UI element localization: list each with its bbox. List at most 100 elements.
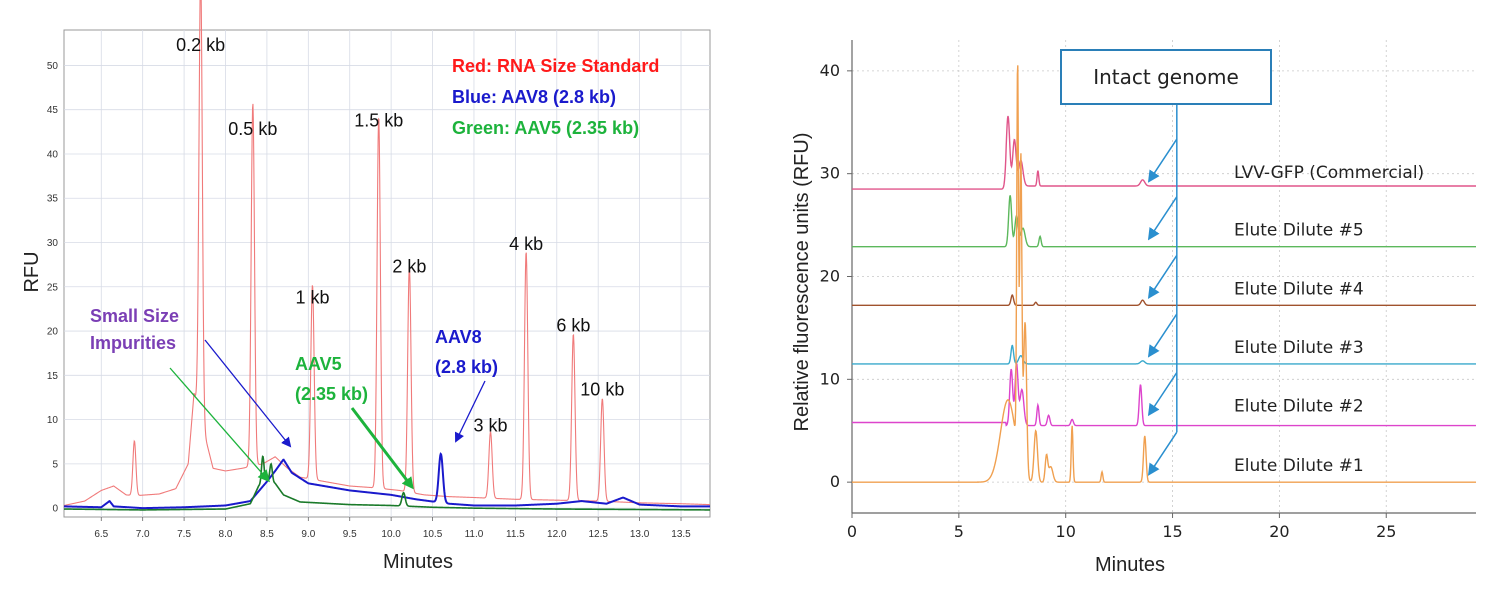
right-series-elute-dilute-2 xyxy=(852,362,1476,427)
trace-label: LVV-GFP (Commercial) xyxy=(1234,163,1424,183)
left-x-tick-label: 12.0 xyxy=(547,529,567,540)
left-x-tick-label: 10.5 xyxy=(423,529,443,540)
peak-label: 4 kb xyxy=(509,234,543,254)
annotation-small-size-line2: Impurities xyxy=(90,333,176,353)
right-series-elute-dilute-3 xyxy=(852,344,1476,365)
left-series-aav5 xyxy=(63,455,711,511)
right-series-elute-dilute-5 xyxy=(852,195,1476,248)
left-series-rna-size-standard xyxy=(63,0,711,507)
annotation-aav8-line1: AAV8 xyxy=(435,327,482,347)
left-series-aav8 xyxy=(63,452,710,510)
right-x-ticks: 0 5 10 15 20 25 xyxy=(847,513,1396,541)
left-x-tick-label: 10.0 xyxy=(381,529,401,540)
arrow-impurities-green xyxy=(169,367,270,483)
callout-arrow xyxy=(1147,372,1178,417)
callout-arrows xyxy=(1147,104,1178,476)
peak-label: 10 kb xyxy=(580,379,624,399)
intact-genome-callout-box xyxy=(1060,49,1272,105)
annotation-arrows xyxy=(169,339,486,490)
left-y-tick-label: 5 xyxy=(52,459,58,470)
right-y-tick-label: 20 xyxy=(820,267,840,286)
right-x-tick-label: 10 xyxy=(1056,522,1076,541)
left-x-tick-label: 7.0 xyxy=(136,529,150,540)
annotation-aav5-line2: (2.35 kb) xyxy=(295,384,368,404)
peak-label: 6 kb xyxy=(556,316,590,336)
legend-blue: Blue: AAV8 (2.8 kb) xyxy=(452,87,616,107)
left-x-tick-label: 7.5 xyxy=(177,529,191,540)
peak-label: 2 kb xyxy=(392,256,426,276)
right-x-axis-title: Minutes xyxy=(1095,554,1165,576)
callout-arrow xyxy=(1147,313,1178,358)
right-trace-labels: LVV-GFP (Commercial) Elute Dilute #5 Elute… xyxy=(1234,163,1424,476)
callout-arrow xyxy=(1147,254,1178,299)
arrow-impurities-blue xyxy=(204,339,292,448)
trace-label: Elute Dilute #2 xyxy=(1234,397,1364,417)
left-y-tick-label: 50 xyxy=(47,61,59,72)
right-y-tick-label: 10 xyxy=(820,369,840,388)
legend-green: Green: AAV5 (2.35 kb) xyxy=(452,118,639,138)
right-x-tick-label: 15 xyxy=(1162,522,1182,541)
intact-genome-callout-text: Intact genome xyxy=(1093,65,1239,89)
peak-label: 1.5 kb xyxy=(354,110,403,130)
left-x-axis-title: Minutes xyxy=(383,551,453,573)
annotation-aav8-line2: (2.8 kb) xyxy=(435,357,498,377)
left-x-tick-label: 8.0 xyxy=(219,529,233,540)
left-x-tick-label: 9.5 xyxy=(343,529,357,540)
left-y-tick-label: 10 xyxy=(47,415,59,426)
trace-label: Elute Dilute #1 xyxy=(1234,456,1364,476)
right-y-tick-label: 0 xyxy=(830,472,840,491)
left-y-tick-label: 40 xyxy=(47,149,59,160)
right-electropherogram: 0 10 20 30 40 0 5 10 15 20 25 Intact genome LVV-G… xyxy=(791,40,1476,576)
left-x-tick-label: 11.5 xyxy=(506,529,525,540)
right-x-tick-label: 20 xyxy=(1269,522,1289,541)
left-y-tick-label: 20 xyxy=(47,327,59,338)
callout-arrow xyxy=(1147,196,1178,241)
right-grid xyxy=(851,40,1476,513)
left-grid xyxy=(64,30,710,517)
left-peak-labels: 0.2 kb 0.5 kb 1 kb 1.5 kb 2 kb 3 kb 4 kb 6 kb 10… xyxy=(176,35,624,436)
right-y-axis-title: Relative fluorescence units (RFU) xyxy=(791,133,813,432)
left-x-tick-label: 12.5 xyxy=(588,529,608,540)
left-y-tick-label: 35 xyxy=(47,194,59,205)
left-electropherogram: 0 5 10 15 20 25 30 35 40 45 50 6.5 7.0 7.5 8.0 8.5 9.0 9… xyxy=(21,0,711,573)
annotation-small-size-line1: Small Size xyxy=(90,306,179,326)
left-y-ticks: 0 5 10 15 20 25 30 35 40 45 50 xyxy=(47,61,59,515)
peak-label: 0.2 kb xyxy=(176,35,225,55)
arrow-aav5 xyxy=(350,407,414,490)
left-x-ticks: 6.5 7.0 7.5 8.0 8.5 9.0 9.5 10.0 10.5 11.0 11.5 12.… xyxy=(94,517,691,540)
right-y-ticks: 0 10 20 30 40 xyxy=(820,61,852,491)
left-y-tick-label: 25 xyxy=(47,282,59,293)
left-x-tick-label: 6.5 xyxy=(94,529,108,540)
right-x-tick-label: 5 xyxy=(954,522,964,541)
right-series-lvv-gfp-commercial- xyxy=(852,115,1476,190)
peak-label: 0.5 kb xyxy=(228,119,277,139)
trace-label: Elute Dilute #4 xyxy=(1234,279,1364,299)
right-series-group xyxy=(852,65,1476,483)
left-series-group xyxy=(63,0,711,511)
left-y-tick-label: 15 xyxy=(47,371,59,382)
left-y-tick-label: 45 xyxy=(47,105,59,116)
trace-label: Elute Dilute #3 xyxy=(1234,338,1364,358)
left-x-tick-label: 13.5 xyxy=(671,529,691,540)
left-x-tick-label: 13.0 xyxy=(630,529,650,540)
left-x-tick-label: 9.0 xyxy=(301,529,315,540)
right-y-tick-label: 40 xyxy=(820,61,840,80)
left-y-tick-label: 0 xyxy=(52,504,58,515)
right-series-elute-dilute-1 xyxy=(852,65,1476,483)
right-y-tick-label: 30 xyxy=(820,164,840,183)
right-x-tick-label: 25 xyxy=(1376,522,1396,541)
left-x-tick-label: 8.5 xyxy=(260,529,274,540)
callout-arrow xyxy=(1147,431,1178,476)
callout-arrow xyxy=(1147,138,1178,183)
annotation-aav5-line1: AAV5 xyxy=(295,354,342,374)
right-series-elute-dilute-4 xyxy=(852,294,1476,306)
peak-label: 1 kb xyxy=(295,287,329,307)
arrow-aav8 xyxy=(454,380,486,443)
right-x-tick-label: 0 xyxy=(847,522,857,541)
left-y-tick-label: 30 xyxy=(47,238,59,249)
left-x-tick-label: 11.0 xyxy=(465,529,484,540)
left-y-axis-title: RFU xyxy=(21,251,43,292)
legend-red: Red: RNA Size Standard xyxy=(452,56,659,76)
peak-label: 3 kb xyxy=(474,416,508,436)
trace-label: Elute Dilute #5 xyxy=(1234,221,1364,241)
